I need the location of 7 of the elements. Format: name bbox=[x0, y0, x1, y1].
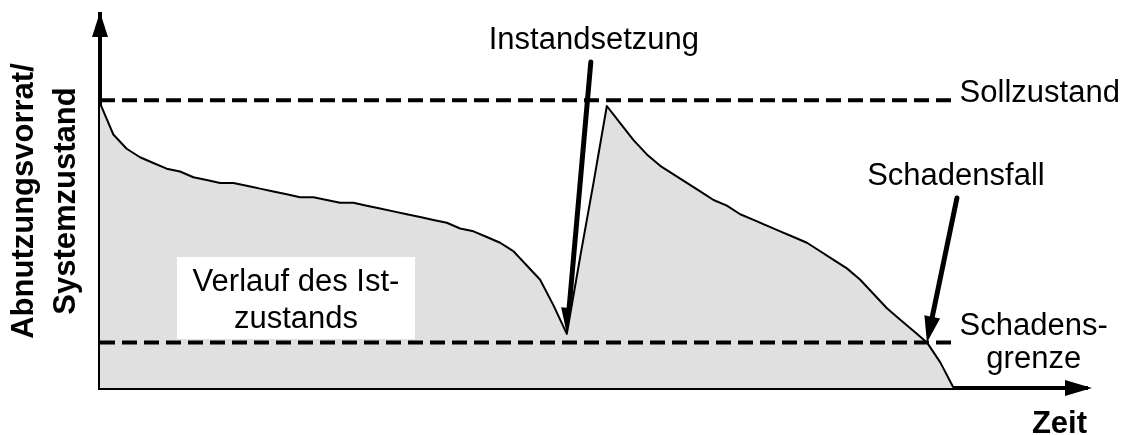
text: Instandsetzung bbox=[488, 21, 699, 56]
x-axis-title: Zeit bbox=[1031, 405, 1087, 435]
ref-line-label: Sollzustand bbox=[959, 74, 1120, 110]
ref-line-label: Schadens- grenze bbox=[959, 306, 1108, 375]
annotation: Schadensfall bbox=[867, 157, 1045, 192]
series-label: Verlauf des Ist- zustands bbox=[177, 257, 415, 339]
y-axis-title: Abnutzungsvorrat/ Systemzustand bbox=[5, 62, 83, 339]
